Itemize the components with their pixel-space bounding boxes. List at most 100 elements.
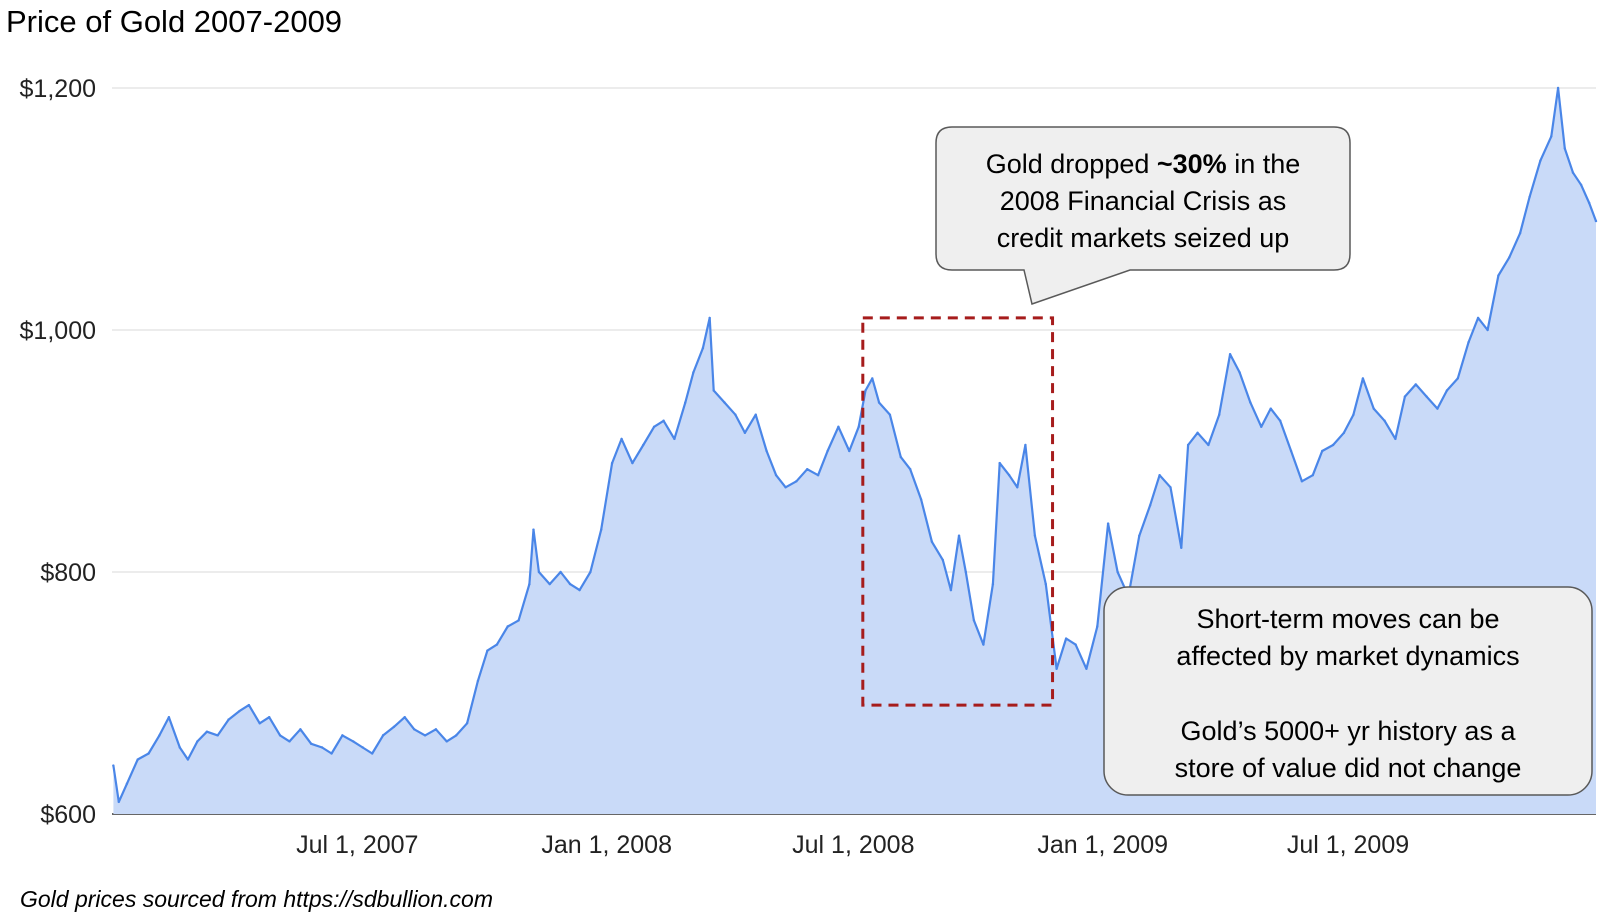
- data-point: [1148, 504, 1152, 507]
- y-tick-label: $1,000: [20, 317, 96, 345]
- data-point: [864, 389, 867, 392]
- crisis-callout-bold: ~30%: [1157, 149, 1227, 179]
- x-tick-label: Jul 1, 2009: [1287, 831, 1409, 859]
- data-point: [754, 413, 757, 416]
- data-point: [1403, 395, 1407, 398]
- data-point: [684, 401, 687, 404]
- data-point: [1372, 407, 1375, 410]
- data-point: [1158, 474, 1161, 477]
- x-tick-label: Jan 1, 2009: [1037, 831, 1168, 859]
- data-point: [837, 425, 840, 428]
- data-point: [857, 425, 860, 428]
- data-point: [806, 467, 809, 471]
- data-point: [506, 625, 509, 628]
- x-axis-tick-labels: Jul 1, 2007 Jan 1, 2008 Jul 1, 2008 Jan 1, …: [296, 831, 1409, 859]
- crisis-callout: Gold dropped ~30% in the 2008 Financial …: [935, 126, 1351, 305]
- data-point: [205, 730, 209, 733]
- data-point: [330, 752, 333, 755]
- data-point: [403, 716, 406, 719]
- data-point: [1486, 328, 1489, 332]
- data-point: [1289, 449, 1293, 453]
- y-tick-label: $600: [40, 801, 96, 829]
- data-point: [1414, 383, 1417, 386]
- data-point: [1539, 159, 1542, 162]
- data-point: [1279, 419, 1282, 422]
- y-tick-label: $1,200: [20, 75, 96, 103]
- history-callout-line-1: Short-term moves can be: [1196, 604, 1499, 634]
- data-point: [1331, 443, 1335, 447]
- data-point: [413, 728, 416, 731]
- data-points: [112, 86, 1598, 804]
- data-point: [919, 498, 923, 501]
- data-point: [495, 643, 499, 646]
- data-point: [1228, 353, 1232, 356]
- crisis-highlight-box: [861, 316, 1055, 707]
- x-tick-label: Jul 1, 2007: [296, 831, 418, 859]
- data-point: [1311, 474, 1314, 477]
- chart-title: Price of Gold 2007-2009: [6, 4, 342, 39]
- data-point: [692, 371, 695, 374]
- data-point: [848, 449, 851, 453]
- data-point: [445, 740, 448, 743]
- data-point: [1044, 582, 1047, 586]
- data-point: [147, 752, 150, 755]
- data-point: [1563, 147, 1567, 150]
- data-point: [1456, 377, 1459, 380]
- data-point: [1007, 474, 1011, 477]
- history-callout-line-2: affected by market dynamics: [1176, 641, 1519, 671]
- data-point: [1550, 135, 1553, 138]
- data-point: [631, 461, 634, 465]
- data-point: [559, 570, 562, 574]
- data-point: [712, 389, 715, 392]
- data-point: [673, 437, 676, 441]
- data-point: [1467, 340, 1470, 344]
- data-point: [299, 728, 302, 731]
- data-point: [1425, 395, 1428, 398]
- data-point: [708, 316, 711, 320]
- data-point: [1579, 183, 1583, 186]
- data-point: [136, 758, 139, 761]
- data-point: [982, 643, 985, 646]
- crisis-callout-text-before: Gold dropped: [986, 149, 1157, 179]
- data-point: [1300, 480, 1304, 483]
- data-point: [1571, 171, 1575, 174]
- data-point: [568, 582, 572, 586]
- source-footnote: Gold prices sourced from https://sdbulli…: [20, 886, 493, 912]
- x-tick-label: Jul 1, 2008: [792, 831, 914, 859]
- y-axis-tick-labels: $600 $800 $1,000 $1,200: [20, 75, 96, 829]
- data-point: [1445, 389, 1449, 392]
- data-point: [1186, 443, 1190, 447]
- data-point: [877, 401, 881, 404]
- data-point: [795, 480, 798, 483]
- data-point: [701, 346, 705, 350]
- data-point: [816, 474, 820, 477]
- data-point: [1342, 431, 1346, 435]
- data-point: [1361, 377, 1365, 380]
- data-point: [178, 746, 181, 749]
- data-point: [517, 619, 520, 622]
- data-point: [1196, 431, 1199, 435]
- data-point: [278, 734, 282, 737]
- data-point: [610, 461, 614, 465]
- data-point: [341, 734, 344, 737]
- data-point: [112, 764, 115, 767]
- data-point: [909, 467, 912, 471]
- data-point: [1074, 643, 1077, 646]
- data-point: [268, 716, 271, 719]
- data-point: [434, 728, 438, 731]
- data-point: [476, 679, 480, 683]
- data-point: [258, 722, 261, 725]
- data-point: [186, 758, 190, 761]
- data-point: [352, 740, 355, 743]
- data-point: [528, 582, 531, 586]
- crisis-callout-line-2: 2008 Financial Crisis as: [1000, 186, 1287, 216]
- data-point: [288, 740, 291, 743]
- data-point: [991, 582, 995, 586]
- data-point: [998, 461, 1001, 465]
- data-point: [743, 431, 747, 435]
- data-point: [957, 534, 961, 537]
- data-point: [1207, 443, 1210, 447]
- data-point: [216, 734, 219, 737]
